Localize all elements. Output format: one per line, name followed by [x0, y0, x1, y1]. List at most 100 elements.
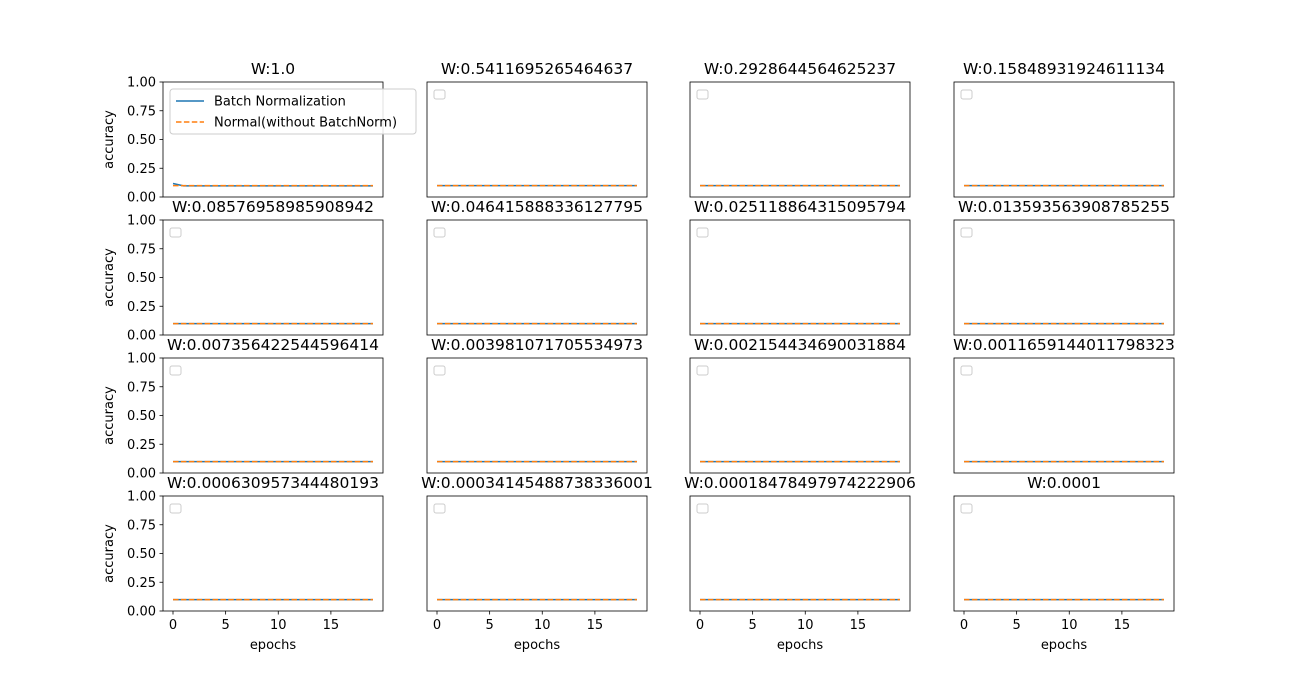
subplot-title: W:0.007356422544596414	[167, 336, 379, 354]
subplot-6: W:0.046415888336127795	[426, 198, 648, 336]
axes-frame	[426, 219, 648, 336]
subplot-11: W:0.002154434690031884	[689, 336, 911, 474]
subplot-title: W:0.5411695265464637	[441, 60, 633, 78]
subplot-title: W:0.002154434690031884	[694, 336, 906, 354]
empty-legend-box	[169, 365, 182, 376]
subplot-title: W:0.003981071705534973	[431, 336, 643, 354]
x-tick-label: 5	[748, 618, 756, 633]
empty-legend-box	[960, 89, 973, 100]
y-tick-label: 0.25	[127, 300, 156, 315]
y-tick-label: 0.75	[127, 518, 156, 533]
y-tick-label: 0.50	[127, 133, 156, 148]
x-tick-label: 15	[587, 618, 604, 633]
x-tick-label: 10	[797, 618, 814, 633]
legend-entry: Normal(without BatchNorm)	[214, 116, 397, 131]
y-tick-label: 0.50	[127, 271, 156, 286]
subplot-title: W:0.0001	[1027, 474, 1101, 492]
subplot-title: W:0.00018478497974222906	[684, 474, 916, 492]
subplot-10: W:0.003981071705534973	[426, 336, 648, 474]
empty-legend-box	[696, 365, 709, 376]
axes-frame	[426, 495, 648, 612]
subplot-3: W:0.2928644564625237	[689, 60, 911, 198]
empty-legend-box	[960, 227, 973, 238]
axes-frame	[162, 219, 384, 336]
x-tick-label: 5	[1012, 618, 1020, 633]
y-axis-label: accuracy	[102, 524, 117, 583]
subplot-4: W:0.15848931924611134	[953, 60, 1175, 198]
empty-legend-box	[169, 503, 182, 514]
subplot-title: W:0.15848931924611134	[963, 60, 1165, 78]
x-axis-label: epochs	[1041, 638, 1088, 653]
subplot-13: W:0.000630957344480193 0.00 0.25 0.50 0.75 1.…	[102, 474, 384, 653]
subplot-title: W:0.000630957344480193	[167, 474, 379, 492]
axes-frame	[953, 81, 1175, 198]
axes-frame	[953, 357, 1175, 474]
y-tick-label: 0.00	[127, 467, 156, 482]
x-tick-label: 0	[960, 618, 968, 633]
y-tick-label: 0.25	[127, 162, 156, 177]
axes-frame	[162, 357, 384, 474]
subplot-16: W:0.0001 0 5 10 15 epochs	[953, 474, 1175, 653]
axes-frame	[426, 81, 648, 198]
y-axis-label: accuracy	[102, 248, 117, 307]
y-tick-label: 0.00	[127, 329, 156, 344]
subplot-title: W:0.08576958985908942	[172, 198, 374, 216]
y-tick-label: 0.75	[127, 242, 156, 257]
subplot-title: W:0.013593563908785255	[958, 198, 1170, 216]
subplot-title: W:0.00034145488738336001	[421, 474, 653, 492]
subplot-14: W:0.00034145488738336001 0 5 10 15 epochs	[421, 474, 653, 653]
empty-legend-box	[696, 503, 709, 514]
subplot-9: W:0.007356422544596414 0.00 0.25 0.50 0.75 1.…	[102, 336, 384, 482]
x-axis-label: epochs	[514, 638, 561, 653]
subplot-2: W:0.5411695265464637	[426, 60, 648, 198]
subplot-7: W:0.025118864315095794	[689, 198, 911, 336]
x-tick-label: 10	[534, 618, 551, 633]
empty-legend-box	[696, 89, 709, 100]
axes-frame	[162, 495, 384, 612]
x-tick-label: 0	[433, 618, 441, 633]
subplot-title: W:1.0	[251, 60, 295, 78]
empty-legend-box	[433, 89, 446, 100]
axes-frame	[426, 357, 648, 474]
subplot-15: W:0.00018478497974222906 0 5 10 15 epochs	[684, 474, 916, 653]
subplot-title: W:0.2928644564625237	[704, 60, 896, 78]
y-axis-label: accuracy	[102, 110, 117, 169]
x-tick-label: 15	[323, 618, 340, 633]
y-tick-label: 0.00	[127, 605, 156, 620]
y-tick-label: 1.00	[127, 76, 156, 91]
empty-legend-box	[960, 365, 973, 376]
axes-frame	[689, 81, 911, 198]
y-tick-label: 0.75	[127, 380, 156, 395]
subplot-12: W:0.0011659144011798323	[953, 336, 1175, 474]
subplot-title: W:0.046415888336127795	[431, 198, 643, 216]
axes-frame	[689, 219, 911, 336]
x-tick-label: 5	[485, 618, 493, 633]
x-tick-label: 0	[169, 618, 177, 633]
empty-legend-box	[433, 227, 446, 238]
x-tick-label: 10	[270, 618, 287, 633]
x-axis-label: epochs	[250, 638, 297, 653]
y-tick-label: 0.50	[127, 409, 156, 424]
legend-box	[169, 88, 417, 135]
x-tick-label: 15	[1114, 618, 1131, 633]
y-tick-label: 1.00	[127, 490, 156, 505]
axes-frame	[689, 495, 911, 612]
empty-legend-box	[960, 503, 973, 514]
y-tick-label: 0.25	[127, 438, 156, 453]
x-tick-label: 15	[850, 618, 867, 633]
y-tick-label: 1.00	[127, 352, 156, 367]
y-axis-label: accuracy	[102, 386, 117, 445]
x-tick-label: 10	[1061, 618, 1078, 633]
empty-legend-box	[433, 503, 446, 514]
subplot-8: W:0.013593563908785255	[953, 198, 1175, 336]
subplot-5: W:0.08576958985908942 0.00 0.25 0.50 0.75 1.0…	[102, 198, 384, 344]
legend: Batch Normalization Normal(without BatchN…	[169, 88, 417, 135]
y-tick-label: 0.25	[127, 576, 156, 591]
axes-frame	[689, 357, 911, 474]
y-tick-label: 0.75	[127, 104, 156, 119]
subplot-title: W:0.025118864315095794	[694, 198, 906, 216]
x-tick-label: 0	[696, 618, 704, 633]
x-tick-label: 5	[221, 618, 229, 633]
